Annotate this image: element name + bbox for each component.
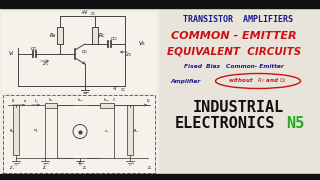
Text: $h_{oe}$: $h_{oe}$ — [103, 96, 110, 104]
Bar — [100, 102, 114, 107]
Bar — [92, 27, 98, 44]
Text: +V: +V — [81, 10, 88, 15]
Text: $C_{C1}$: $C_{C1}$ — [30, 45, 38, 53]
Text: TRANSISTOR  AMPLIFIERS: TRANSISTOR AMPLIFIERS — [183, 15, 293, 24]
Text: a: a — [24, 99, 26, 103]
Text: ELECTRONICS: ELECTRONICS — [175, 116, 275, 130]
Text: N5: N5 — [286, 116, 304, 130]
Text: -V: -V — [113, 87, 118, 91]
Text: $R_C$: $R_C$ — [98, 31, 106, 40]
Text: E: E — [79, 161, 81, 165]
Text: $Z_1$: $Z_1$ — [42, 60, 48, 68]
Text: Amplifier: Amplifier — [170, 78, 200, 84]
Text: $V_0$: $V_0$ — [138, 40, 146, 48]
Text: $Q_1$: $Q_1$ — [81, 48, 88, 56]
Bar — [13, 105, 19, 155]
Bar — [0, 8, 158, 174]
Text: $v_2$: $v_2$ — [104, 128, 110, 135]
Text: Fixed  Bias   Common- Emitter: Fixed Bias Common- Emitter — [184, 64, 284, 69]
Text: $R_C$: $R_C$ — [133, 128, 139, 135]
Text: $Z'_1$: $Z'_1$ — [9, 164, 15, 172]
Bar — [57, 27, 63, 44]
Bar — [45, 102, 57, 107]
Text: COMMON - EMITTER: COMMON - EMITTER — [171, 31, 297, 41]
Text: CC: CC — [121, 88, 126, 92]
Text: $C_{C2}$: $C_{C2}$ — [110, 35, 118, 43]
Text: $Z_1$: $Z_1$ — [42, 164, 48, 172]
Text: $I_b$: $I_b$ — [34, 97, 38, 105]
Text: $Z_1$: $Z_1$ — [82, 164, 88, 172]
Text: without   $R_F$ and $C_E$: without $R_F$ and $C_E$ — [228, 76, 288, 86]
Bar — [3, 95, 155, 173]
Text: $I_1$: $I_1$ — [11, 97, 15, 105]
Text: $Z_2$: $Z_2$ — [147, 164, 153, 172]
Text: $Z_2$: $Z_2$ — [124, 51, 132, 59]
Text: $h_{ie}$: $h_{ie}$ — [48, 96, 54, 104]
Text: $h_{fe}$: $h_{fe}$ — [77, 96, 83, 104]
Text: C: C — [113, 98, 115, 102]
Text: CC: CC — [91, 12, 96, 16]
Text: INDUSTRIAL: INDUSTRIAL — [192, 100, 284, 116]
Bar — [0, 0, 320, 8]
Bar — [2, 12, 155, 92]
Text: $v_1$: $v_1$ — [33, 128, 39, 135]
Text: $R_B$: $R_B$ — [49, 31, 57, 40]
Bar — [127, 105, 133, 155]
Text: $R_B$: $R_B$ — [9, 128, 15, 135]
Text: EQUIVALENT  CIRCUITS: EQUIVALENT CIRCUITS — [167, 46, 301, 56]
Text: $I_2$: $I_2$ — [146, 97, 150, 105]
Bar — [0, 174, 320, 180]
Text: $V_i$: $V_i$ — [8, 50, 14, 59]
